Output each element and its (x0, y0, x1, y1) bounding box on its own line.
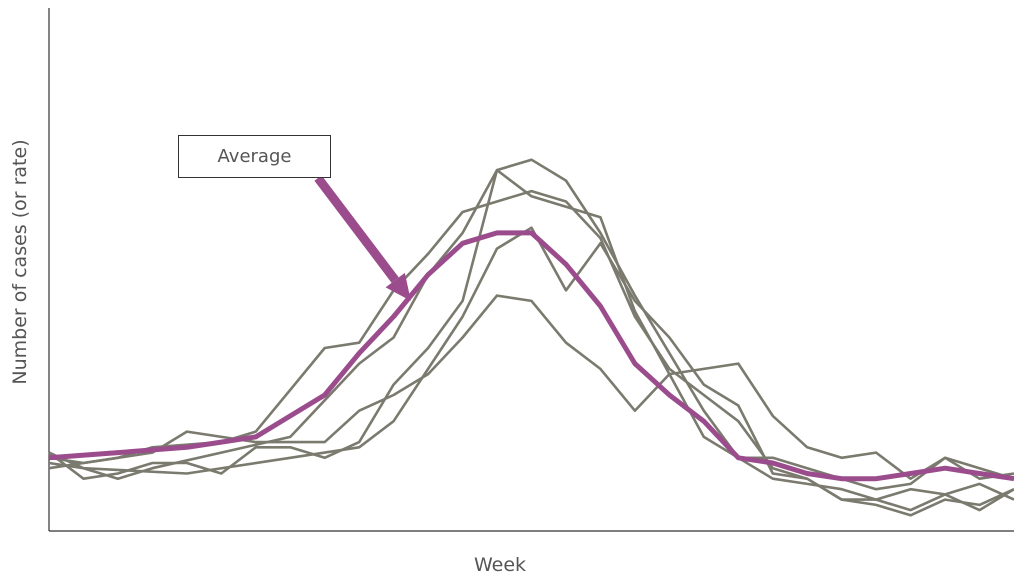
average-series-line (48, 230, 1014, 482)
average-callout-label: Average (217, 146, 292, 167)
series-line-3 (48, 189, 1014, 512)
series-line-4 (48, 158, 1014, 491)
annotation-arrow-head (385, 272, 411, 301)
x-axis-label: Week (473, 554, 527, 576)
average-callout-box: Average (178, 135, 331, 178)
series-group (48, 158, 1014, 517)
series-line-1 (48, 226, 1014, 517)
annotation-arrow (314, 175, 411, 301)
series-line-5 (48, 168, 1014, 512)
series-line-2 (48, 294, 1014, 481)
y-axis-label: Number of cases (or rate) (9, 139, 31, 385)
annotation-arrow-shaft (314, 175, 399, 283)
